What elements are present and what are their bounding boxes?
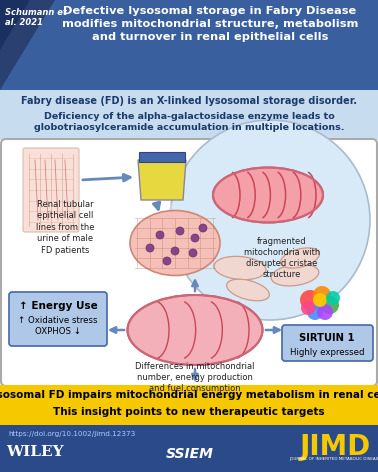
FancyBboxPatch shape (1, 139, 377, 386)
FancyBboxPatch shape (9, 292, 107, 346)
Text: Renal tubular
epithelial cell
lines from the
urine of male
FD patients: Renal tubular epithelial cell lines from… (36, 200, 94, 255)
Circle shape (326, 291, 340, 305)
Circle shape (156, 231, 164, 239)
Circle shape (146, 244, 154, 252)
Ellipse shape (127, 295, 262, 365)
Circle shape (189, 249, 197, 257)
Ellipse shape (213, 168, 323, 222)
Text: ↑ Oxidative stress
OXPHOS ↓: ↑ Oxidative stress OXPHOS ↓ (18, 316, 98, 337)
Text: JOURNAL OF INHERITED METABOLIC DISEASE: JOURNAL OF INHERITED METABOLIC DISEASE (289, 457, 378, 461)
Circle shape (307, 304, 323, 320)
Text: Fabry disease (FD) is an X-linked lysosomal storage disorder.: Fabry disease (FD) is an X-linked lysoso… (21, 96, 357, 106)
Circle shape (313, 286, 331, 304)
Circle shape (199, 224, 207, 232)
Polygon shape (170, 190, 175, 250)
FancyBboxPatch shape (0, 385, 378, 425)
Circle shape (313, 293, 327, 307)
Circle shape (170, 120, 370, 320)
Text: ↑ Energy Use: ↑ Energy Use (19, 301, 98, 311)
FancyBboxPatch shape (0, 425, 378, 472)
FancyBboxPatch shape (23, 148, 79, 232)
Text: Lysosomal FD impairs mitochondrial energy metabolism in renal cells: Lysosomal FD impairs mitochondrial energ… (0, 390, 378, 400)
FancyBboxPatch shape (282, 325, 373, 361)
Ellipse shape (214, 256, 266, 280)
Circle shape (317, 304, 333, 320)
Polygon shape (0, 0, 55, 90)
Text: This insight points to new therapeutic targets: This insight points to new therapeutic t… (53, 407, 325, 417)
Circle shape (321, 296, 339, 314)
Circle shape (163, 257, 171, 265)
Text: Schumann et
al. 2021: Schumann et al. 2021 (5, 8, 67, 27)
Ellipse shape (280, 248, 319, 268)
FancyBboxPatch shape (0, 0, 378, 90)
Ellipse shape (226, 279, 270, 301)
Polygon shape (0, 0, 30, 50)
FancyBboxPatch shape (0, 90, 378, 140)
Text: JIMD: JIMD (299, 433, 370, 461)
Circle shape (300, 290, 320, 310)
Text: Deficiency of the alpha-galactosidase enzyme leads to
globotriaosylceramide accu: Deficiency of the alpha-galactosidase en… (34, 112, 344, 133)
Circle shape (301, 301, 315, 315)
Ellipse shape (271, 264, 319, 286)
Text: SSIEM: SSIEM (166, 447, 214, 461)
Circle shape (191, 234, 199, 242)
Text: WILEY: WILEY (6, 445, 64, 459)
Text: https://doi.org/10.1002/jimd.12373: https://doi.org/10.1002/jimd.12373 (8, 431, 135, 437)
FancyBboxPatch shape (139, 152, 185, 162)
Text: Differences in mitochondrial
number, energy production
and fuel consumption: Differences in mitochondrial number, ene… (135, 362, 255, 393)
Circle shape (171, 247, 179, 255)
Ellipse shape (130, 211, 220, 276)
Text: fragmented
mitochondria with
disrupted cristae
structure: fragmented mitochondria with disrupted c… (244, 237, 320, 279)
Text: Highly expressed: Highly expressed (290, 348, 364, 357)
Circle shape (176, 227, 184, 235)
Text: SIRTUIN 1: SIRTUIN 1 (299, 333, 355, 343)
Polygon shape (138, 160, 186, 200)
Text: Defective lysosomal storage in Fabry Disease
modifies mitochondrial structure, m: Defective lysosomal storage in Fabry Dis… (62, 6, 358, 42)
